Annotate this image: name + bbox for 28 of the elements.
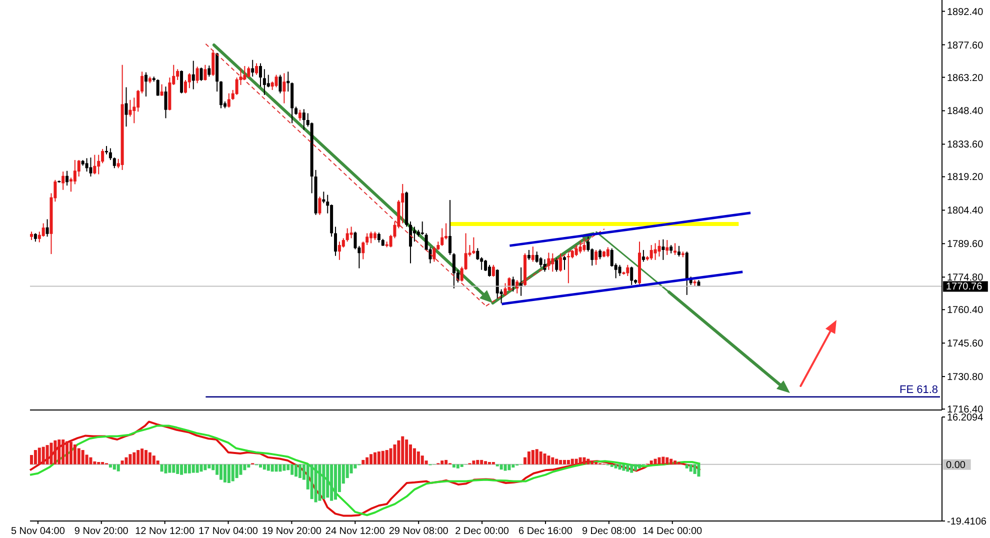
x-tick-label: 29 Nov 08:00 — [388, 526, 449, 537]
y-tick-label: 1892.40 — [947, 6, 984, 18]
y-tick-label: 1789.60 — [947, 239, 984, 250]
y-tick-label: 1760.40 — [947, 305, 984, 316]
y-tick-label: -19.4106 — [947, 516, 987, 528]
ref-line-label: 1770.76 — [946, 282, 983, 293]
y-tick-label: 1774.80 — [947, 272, 984, 284]
x-tick-label: 5 Nov 04:00 — [10, 526, 66, 537]
ref-line-label: 0.00 — [946, 460, 966, 471]
y-tick-label: 1730.80 — [947, 372, 984, 384]
series-label: FE 61.8 — [899, 384, 938, 396]
y-tick-label: 1863.20 — [947, 72, 984, 84]
y-tick-label: 1804.40 — [947, 206, 984, 217]
y-tick-label: 1848.40 — [947, 106, 984, 118]
x-tick-label: 12 Nov 12:00 — [135, 526, 195, 537]
y-tick-label: 16.2094 — [947, 412, 984, 424]
x-tick-label: 24 Nov 12:00 — [325, 526, 386, 537]
x-tick-label: 9 Dec 08:00 — [582, 526, 636, 537]
y-tick-label: 1877.60 — [947, 40, 984, 52]
x-tick-label: 19 Nov 20:00 — [262, 526, 322, 537]
x-tick-label: 6 Dec 16:00 — [518, 526, 573, 537]
x-tick-label: 14 Dec 00:00 — [642, 526, 703, 537]
x-tick-label: 2 Dec 00:00 — [455, 526, 510, 537]
x-tick-label: 17 Nov 04:00 — [198, 526, 258, 537]
x-tick-label: 9 Nov 20:00 — [74, 526, 129, 537]
y-tick-label: 1819.20 — [947, 172, 984, 184]
y-tick-label: 1745.60 — [947, 338, 984, 350]
y-tick-label: 1833.60 — [947, 140, 984, 151]
